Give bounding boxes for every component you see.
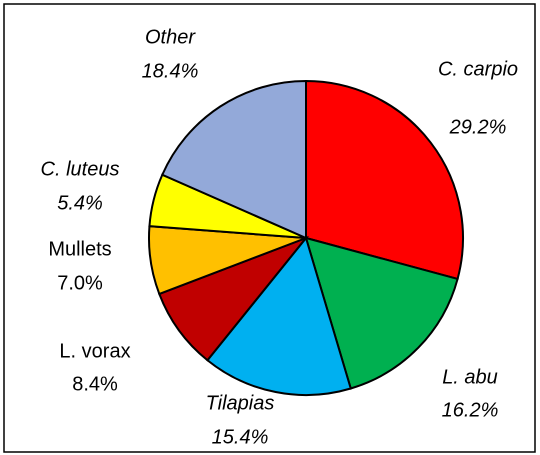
slice-label: C. luteus — [41, 158, 120, 180]
slice-label: C. carpio — [438, 58, 518, 80]
slice-value-label: 5.4% — [57, 192, 103, 214]
slice-label: L. abu — [442, 366, 498, 388]
slice-label: Other — [145, 26, 196, 48]
slice-value-label: 16.2% — [442, 399, 499, 421]
pie — [148, 79, 464, 396]
slice-value-label: 8.4% — [72, 373, 118, 395]
pie-slice — [160, 79, 307, 240]
pie-slice — [206, 235, 352, 396]
slice-value-label: 18.4% — [142, 60, 199, 82]
slice-value-label: 15.4% — [212, 426, 269, 448]
pie-slice — [304, 236, 459, 390]
slice-label: L. vorax — [59, 340, 130, 362]
slice-value-label: 29.2% — [449, 116, 507, 138]
slice-value-label: 7.0% — [57, 272, 103, 294]
slice-label: Tilapias — [206, 392, 275, 414]
slice-label: Mullets — [48, 238, 111, 260]
pie-slice — [305, 79, 464, 281]
